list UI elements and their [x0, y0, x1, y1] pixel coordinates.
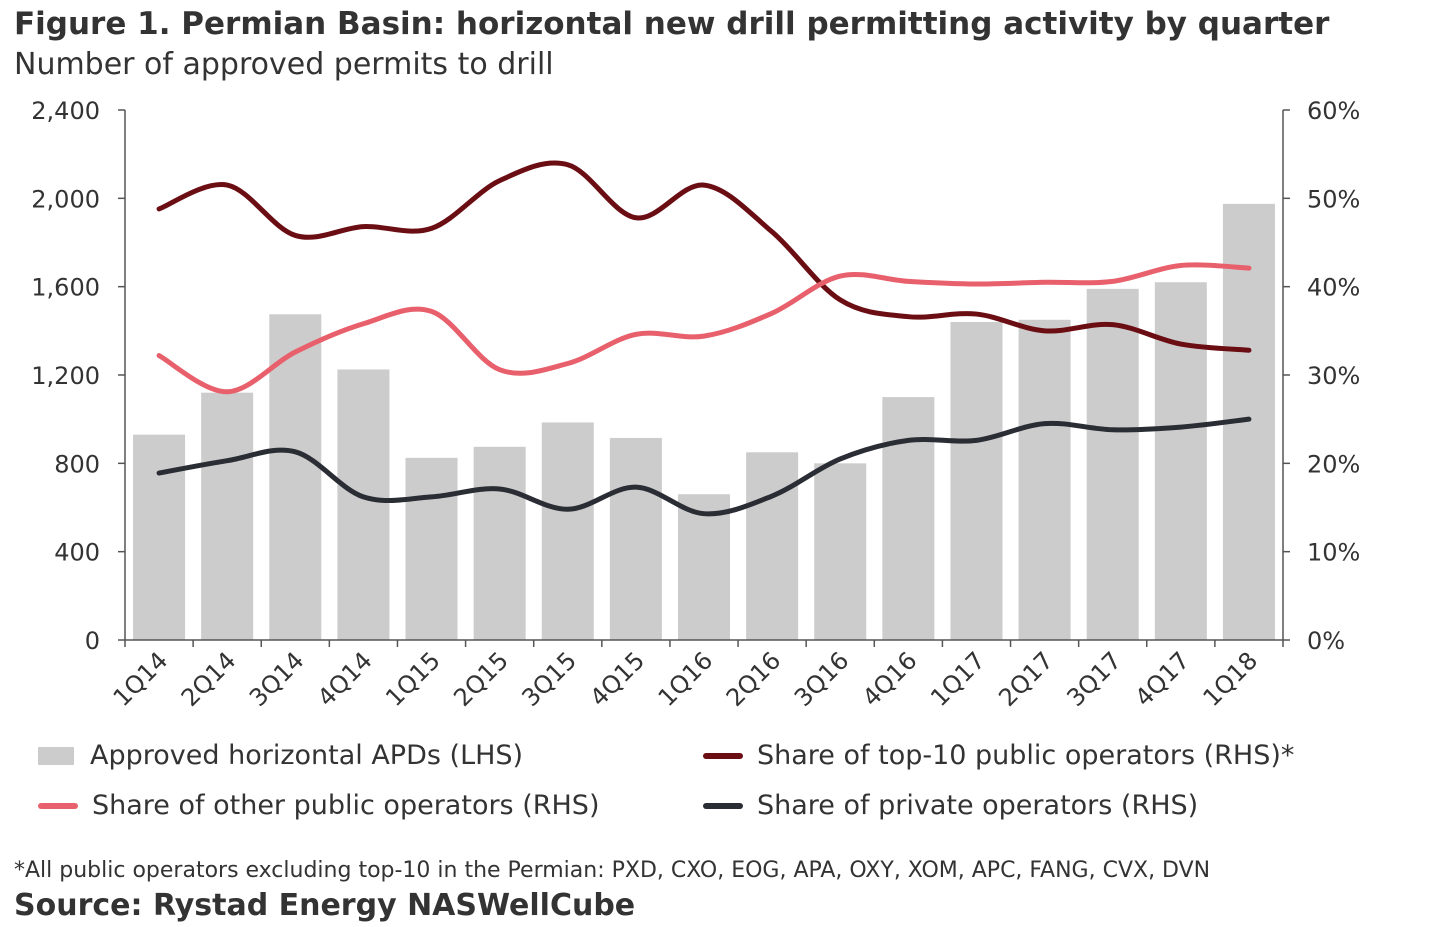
x-tick-label: 1Q17	[925, 646, 991, 712]
legend-label-bars: Approved horizontal APDs (LHS)	[90, 740, 524, 771]
bar-1Q14	[133, 434, 186, 640]
bar-2Q17	[1018, 319, 1071, 640]
x-tick-label: 4Q17	[1130, 646, 1196, 712]
bar-3Q15	[541, 422, 594, 640]
x-tick-label: 3Q17	[1061, 646, 1127, 712]
left-tick-label: 1,200	[31, 362, 100, 390]
right-tick-label: 0%	[1307, 627, 1345, 655]
bar-4Q15	[609, 437, 662, 640]
bar-2Q15	[473, 446, 526, 640]
lines-layer	[156, 160, 1252, 517]
right-tick-label: 30%	[1307, 362, 1360, 390]
legend-item-bars: Approved horizontal APDs (LHS)	[38, 740, 523, 771]
x-tick-label: 3Q15	[516, 646, 582, 712]
left-tick-label: 800	[54, 450, 100, 478]
x-tick-label: 4Q14	[312, 646, 378, 712]
left-tick-label: 1,600	[31, 274, 100, 302]
x-tick-label: 3Q14	[244, 646, 310, 712]
chart-title: Figure 1. Permian Basin: horizontal new …	[14, 6, 1330, 42]
x-tick-label: 2Q16	[721, 646, 787, 712]
x-tick-label: 1Q14	[108, 646, 174, 712]
legend-swatch-private	[703, 802, 743, 809]
legend-item-other: Share of other public operators (RHS)	[38, 790, 599, 821]
bar-2Q16	[746, 452, 799, 640]
x-tick-label: 2Q14	[176, 646, 242, 712]
bars-layer	[133, 203, 1275, 640]
source-note: Source: Rystad Energy NASWellCube	[14, 888, 636, 923]
x-tick-label: 2Q15	[448, 646, 514, 712]
bar-3Q16	[814, 463, 867, 640]
bar-4Q17	[1154, 282, 1207, 640]
chart-subtitle: Number of approved permits to drill	[14, 47, 554, 82]
bar-3Q14	[269, 314, 322, 640]
line-top10-public	[156, 160, 1252, 353]
legend-label-private: Share of private operators (RHS)	[757, 790, 1199, 821]
right-tick-label: 20%	[1307, 450, 1360, 478]
axes-layer	[118, 109, 1290, 647]
line-private	[156, 416, 1252, 517]
left-tick-label: 0	[85, 627, 100, 655]
x-tick-label: 1Q18	[1198, 646, 1264, 712]
right-tick-label: 10%	[1307, 539, 1360, 567]
x-tick-label: 2Q17	[993, 646, 1059, 712]
left-tick-label: 2,000	[31, 185, 100, 213]
right-tick-label: 60%	[1307, 97, 1360, 125]
x-tick-label: 1Q15	[380, 646, 446, 712]
left-tick-label: 400	[54, 539, 100, 567]
x-tick-label: 4Q15	[585, 646, 651, 712]
x-tick-label: 4Q16	[857, 646, 923, 712]
left-tick-label: 2,400	[31, 97, 100, 125]
bar-4Q14	[337, 369, 390, 640]
legend-item-top10: Share of top-10 public operators (RHS)*	[703, 740, 1294, 771]
line-other-public	[156, 262, 1252, 395]
legend-label-top10: Share of top-10 public operators (RHS)*	[757, 740, 1295, 771]
legend-swatch-bars	[38, 746, 74, 765]
x-tick-label: 1Q16	[653, 646, 719, 712]
bar-2Q14	[201, 392, 254, 640]
bar-1Q15	[405, 457, 458, 640]
legend-item-private: Share of private operators (RHS)	[703, 790, 1198, 821]
legend-swatch-top10	[703, 752, 743, 759]
footnote: *All public operators excluding top-10 i…	[14, 858, 1211, 883]
right-tick-label: 40%	[1307, 274, 1360, 302]
bar-1Q17	[950, 322, 1003, 640]
bar-1Q16	[678, 494, 730, 640]
legend-swatch-other	[38, 802, 78, 809]
legend-label-other: Share of other public operators (RHS)	[92, 790, 600, 821]
right-tick-label: 50%	[1307, 185, 1360, 213]
x-tick-label: 3Q16	[789, 646, 855, 712]
bar-3Q17	[1086, 288, 1139, 640]
bar-4Q16	[882, 397, 935, 640]
